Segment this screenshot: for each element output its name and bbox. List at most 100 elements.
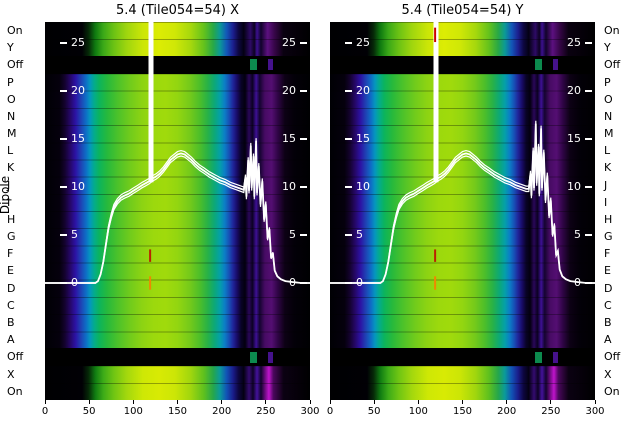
y-tick-right: 0 (574, 277, 592, 288)
y-tick-right: 15 (282, 133, 307, 144)
tick-mark (345, 233, 352, 236)
x-axis-x: 0 50 100 150 200 250 300 (42, 400, 320, 422)
tick-value: 15 (356, 132, 370, 145)
dipole-row-label: Off (604, 58, 621, 72)
tick-mark (60, 89, 67, 92)
dipole-row-label: P (604, 75, 611, 89)
tick-mark (585, 41, 592, 44)
tick-mark (345, 185, 352, 188)
dipole-row-label: Off (7, 58, 24, 72)
x-tick-mark (550, 400, 552, 404)
tick-mark (585, 89, 592, 92)
tick-mark (60, 41, 67, 44)
dipole-row-label: On (7, 384, 23, 398)
off-band-segment (250, 351, 257, 363)
dipole-row-label: F (7, 247, 14, 261)
y-tick-left: 10 (60, 181, 85, 192)
panel-title-y: 5.4 (Tile054=54) Y (401, 3, 524, 18)
dipole-row-label: D (7, 281, 16, 295)
tick-value: 15 (71, 132, 85, 145)
heatmap-panel-x: 25 25 20 20 15 15 10 10 5 5 0 0 (45, 22, 310, 400)
overlay-curves (330, 22, 595, 290)
y-tick-right: 25 (282, 37, 307, 48)
y-tick-right: 20 (282, 85, 307, 96)
tick-value: 5 (289, 228, 296, 241)
y-tick-right: 20 (567, 85, 592, 96)
band-on-top (330, 22, 595, 57)
dipole-row-label: L (7, 144, 14, 158)
off-band-segment (535, 59, 542, 71)
tick-value: 0 (289, 276, 296, 289)
dipole-labels-left: On Y Off P O N M L K J I H G F E D C B A Off X On (7, 22, 23, 400)
tick-mark (300, 89, 307, 92)
tick-value: 20 (567, 84, 581, 97)
tick-mark (585, 281, 592, 284)
y-tick-right: 5 (574, 229, 592, 240)
x-tick-mark (265, 400, 267, 404)
x-axis-y: 0 50 100 150 200 250 300 (327, 400, 605, 422)
dipole-row-label: N (7, 109, 16, 123)
dipole-row-label: K (7, 161, 15, 175)
dipole-row-label: I (604, 195, 608, 209)
x-tick-mark (177, 400, 178, 404)
dipole-row-label: B (604, 316, 612, 329)
tick-value: 15 (567, 132, 581, 145)
dipole-row-label: E (604, 264, 611, 278)
x-tick-label: 150 (167, 406, 188, 417)
power-curve (330, 123, 595, 284)
tick-value: 0 (356, 276, 363, 289)
y-tick-right: 25 (567, 37, 592, 48)
band-off-bottom (330, 348, 595, 366)
dipole-row-label: D (604, 281, 613, 295)
tick-mark (585, 185, 592, 188)
tick-mark (300, 233, 307, 236)
x-tick-label: 0 (326, 406, 334, 417)
tick-value: 10 (71, 180, 85, 193)
x-tick-mark (417, 400, 419, 404)
power-curve (45, 140, 310, 284)
x-tick-label: 100 (123, 406, 143, 417)
off-band-segment (553, 351, 558, 363)
y-tick-left: 15 (345, 133, 370, 144)
dipole-row-label: Y (7, 41, 14, 55)
tick-value: 20 (356, 84, 370, 97)
off-band-segment (250, 59, 257, 71)
dipole-row-label: M (604, 127, 614, 141)
tick-value: 10 (356, 180, 370, 193)
tick-mark (345, 89, 352, 92)
tick-mark (60, 185, 67, 188)
dipole-labels-right: On Y Off P O N M L K J I H G F E D C B A Off X On (604, 22, 620, 400)
tick-mark (345, 137, 352, 140)
x-tick-mark (373, 400, 375, 404)
x-tick-mark (44, 400, 46, 404)
tick-value: 10 (282, 180, 296, 193)
dipole-row-label: J (7, 178, 11, 192)
band-on-bottom (45, 365, 310, 400)
x-tick-mark (329, 400, 331, 404)
band-off-top (45, 56, 310, 74)
x-tick-mark (506, 400, 508, 404)
dipole-row-label: X (7, 367, 15, 381)
tick-value: 0 (71, 276, 78, 289)
x-tick-label: 200 (497, 406, 517, 417)
tick-value: 20 (282, 84, 296, 97)
power-curve (330, 120, 595, 284)
off-band-segment (268, 59, 273, 71)
x-tick-label: 50 (82, 406, 96, 417)
dipole-row-label: On (604, 384, 620, 398)
x-tick-label: 300 (300, 406, 320, 417)
dipole-row-label: G (7, 230, 16, 244)
power-curve (45, 143, 310, 284)
tick-value: 20 (71, 84, 85, 97)
y-tick-right: 5 (289, 229, 307, 240)
tick-mark (345, 41, 352, 44)
x-tick-label: 150 (452, 406, 473, 417)
y-tick-left: 5 (60, 229, 78, 240)
y-tick-left: 10 (345, 181, 370, 192)
tick-value: 10 (567, 180, 581, 193)
dipole-row-label: P (7, 75, 14, 89)
band-off-top (330, 56, 595, 74)
tick-value: 25 (71, 36, 85, 49)
y-tick-right: 0 (289, 277, 307, 288)
